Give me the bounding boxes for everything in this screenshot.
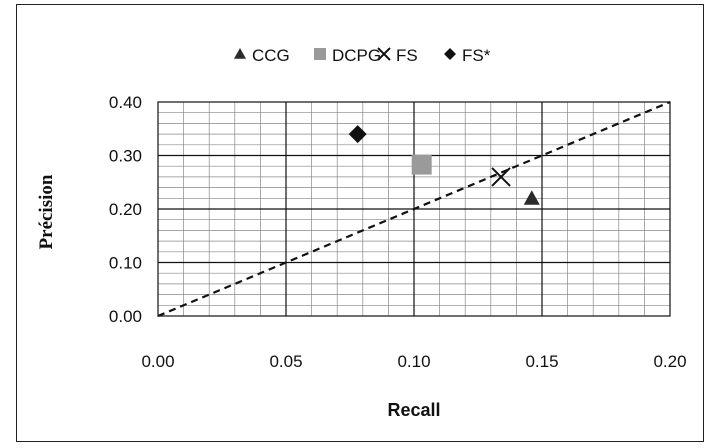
x-axis-label: Recall	[387, 400, 440, 420]
y-tick-label: 0.00	[109, 307, 142, 326]
chart-frame	[16, 4, 704, 442]
point-ccg	[523, 190, 540, 205]
legend-label: FS*	[462, 46, 491, 65]
x-tick-label: 0.20	[653, 352, 686, 371]
legend-label: CCG	[252, 46, 290, 65]
legend-marker-dcpg	[314, 48, 326, 60]
point-dcpg	[411, 154, 432, 175]
plot-area-border	[157, 101, 671, 317]
y-tick-label: 0.30	[109, 147, 142, 166]
legend-marker-ccg	[234, 48, 246, 59]
legend-marker-fs-star	[444, 48, 456, 60]
point-fs-star	[348, 125, 367, 144]
reference-diagonal-line	[157, 100, 671, 318]
x-tick-label: 0.05	[269, 352, 302, 371]
legend-label: FS	[396, 46, 418, 65]
y-axis-label: Précision	[36, 174, 57, 249]
point-fs	[491, 167, 511, 187]
y-tick-label: 0.20	[109, 200, 142, 219]
x-tick-label: 0.15	[525, 352, 558, 371]
x-tick-label: 0.00	[141, 352, 174, 371]
x-tick-label: 0.10	[397, 352, 430, 371]
legend-marker-fs	[377, 47, 391, 61]
y-tick-label: 0.40	[109, 93, 142, 112]
y-tick-label: 0.10	[109, 254, 142, 273]
legend-label: DCPG	[332, 46, 381, 65]
